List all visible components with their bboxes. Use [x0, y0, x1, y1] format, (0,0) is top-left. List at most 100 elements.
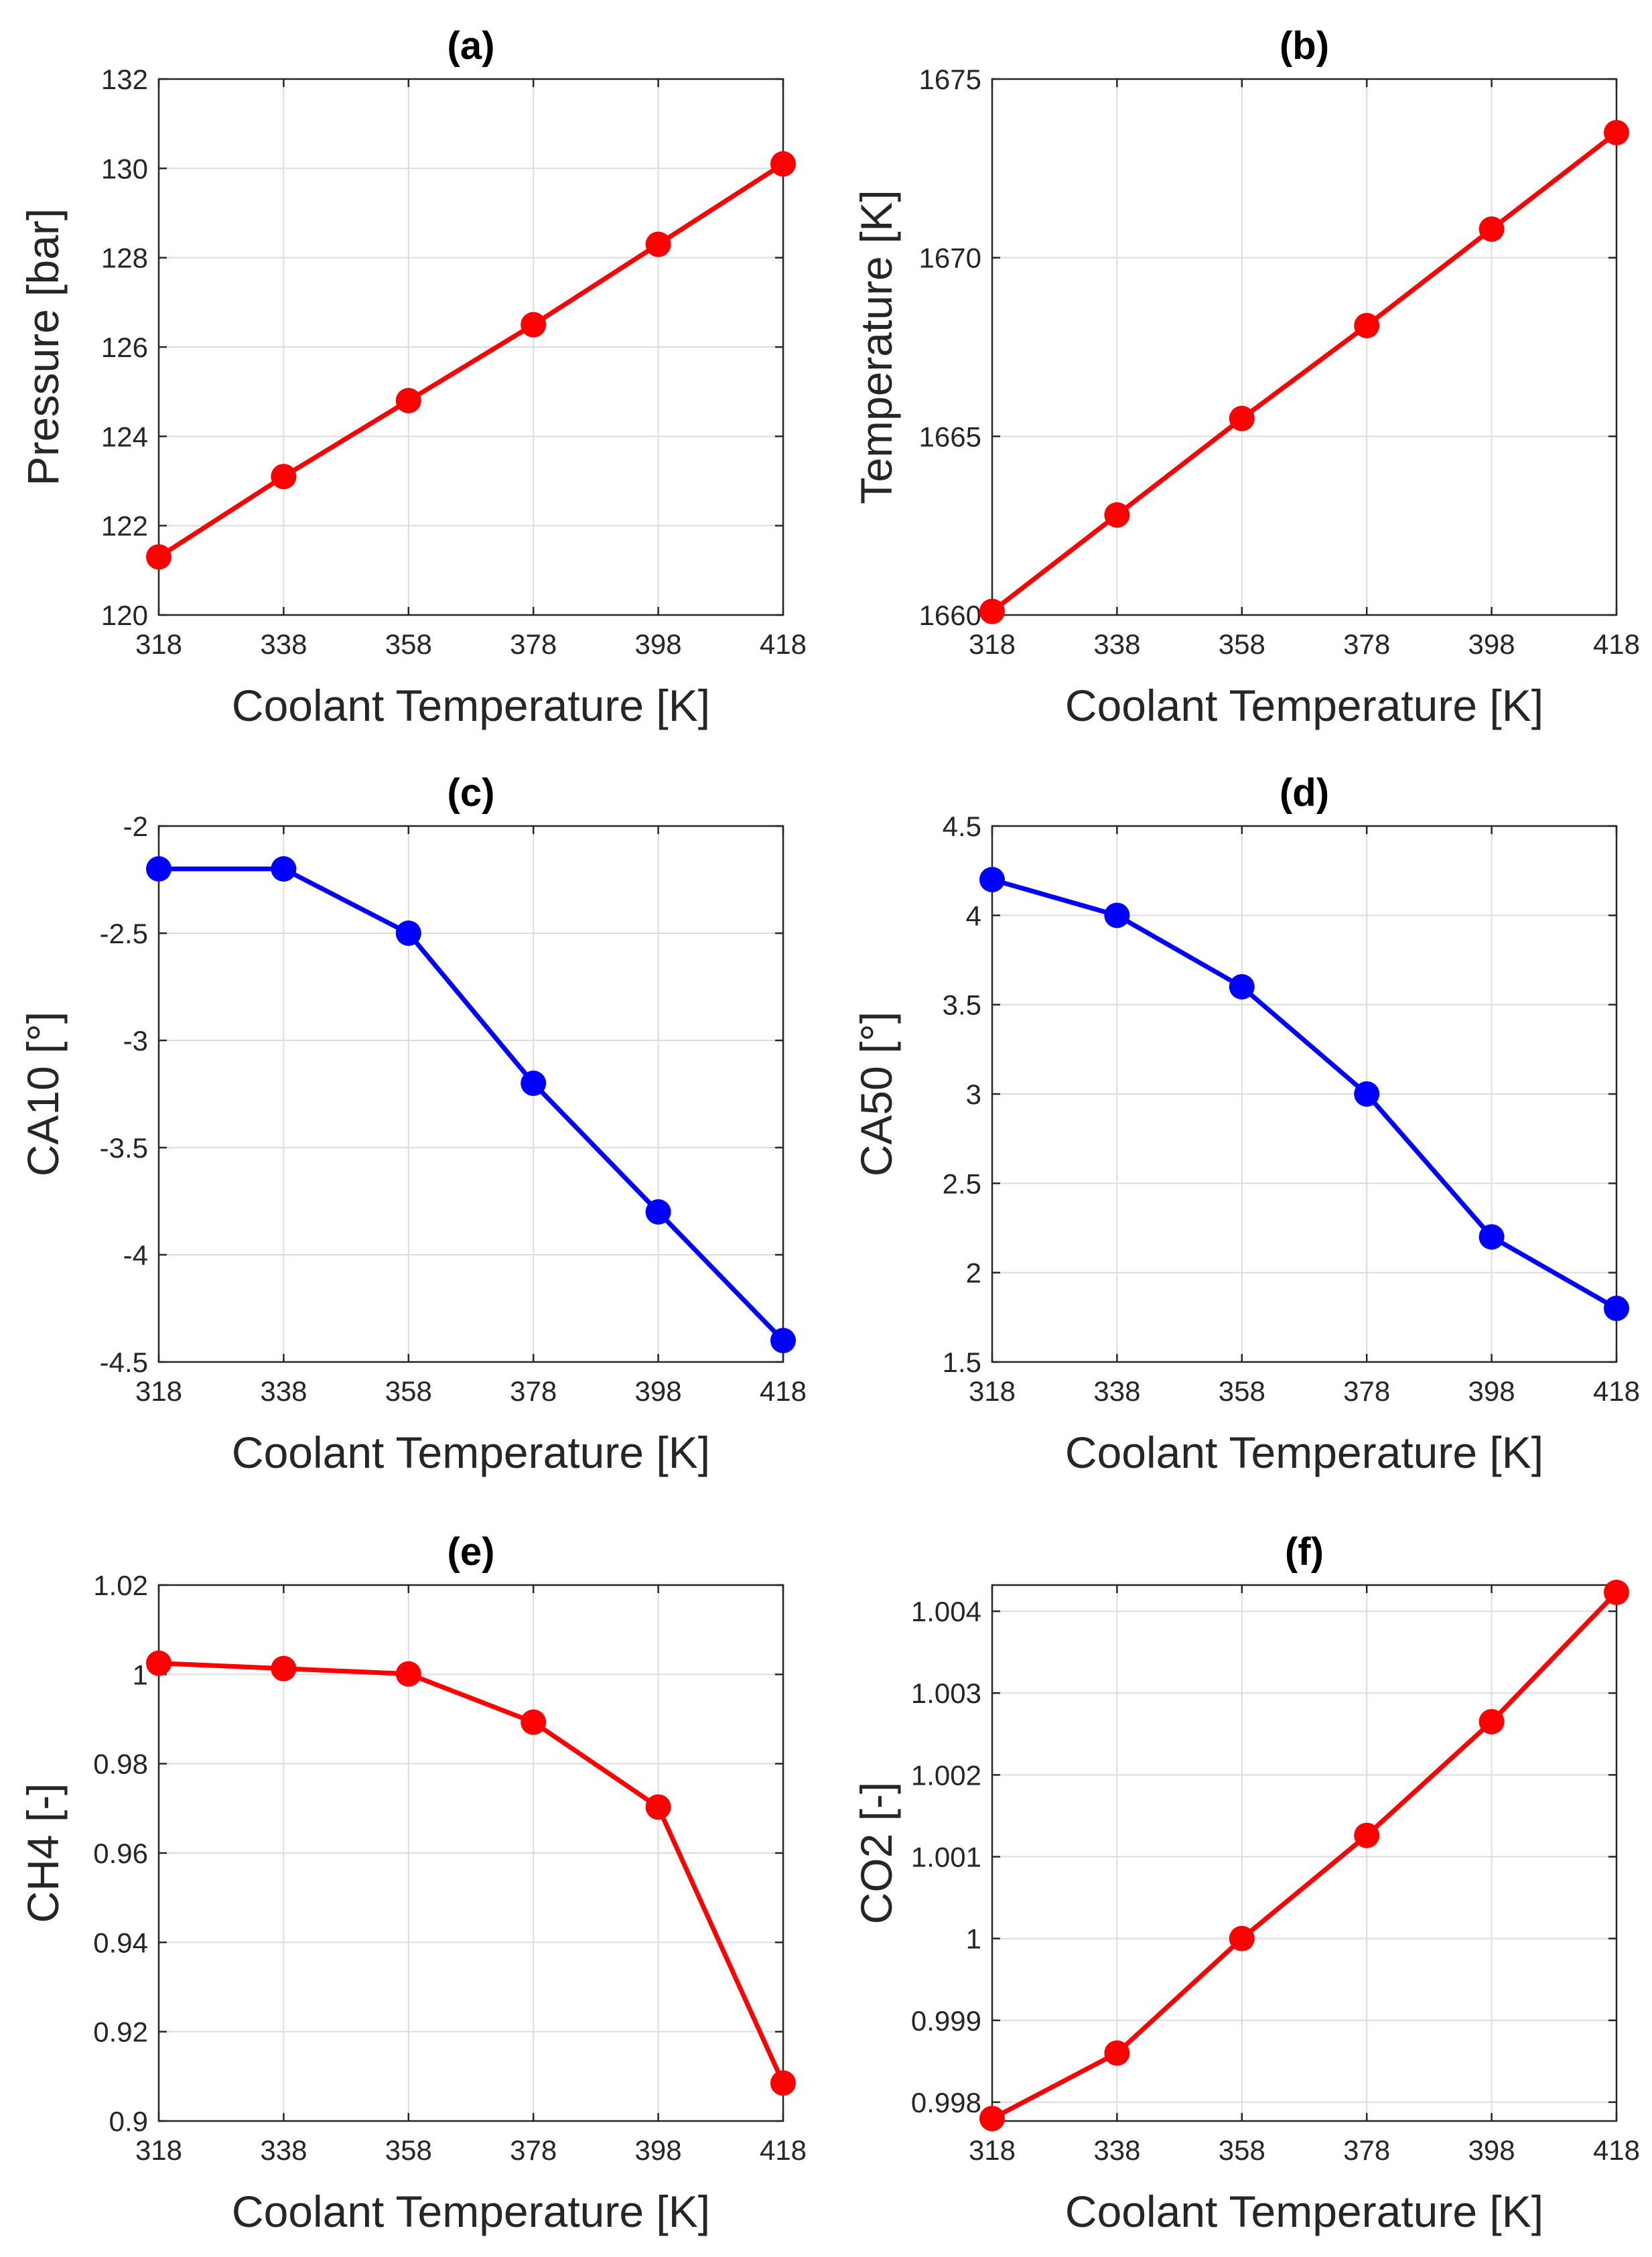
data-point	[395, 1661, 421, 1687]
y-tick-label: 126	[101, 332, 148, 363]
chart-title: (e)	[448, 1530, 495, 1574]
x-tick-label: 338	[1093, 628, 1140, 660]
y-tick-label: 0.999	[911, 2005, 981, 2037]
data-point	[146, 856, 171, 882]
x-axis-label: Coolant Temperature [K]	[1065, 2187, 1543, 2236]
x-tick-label: 378	[1343, 2134, 1390, 2166]
data-point	[1478, 1708, 1505, 1734]
x-tick-label: 378	[1343, 1375, 1390, 1407]
x-tick-label: 318	[969, 2134, 1016, 2166]
y-tick-label: 2	[966, 1257, 981, 1289]
y-tick-label: 124	[101, 421, 148, 452]
y-tick-label: 1.02	[93, 1570, 148, 1601]
y-tick-label: -3.5	[100, 1132, 148, 1164]
x-tick-label: 338	[260, 2134, 307, 2166]
y-axis-label: Temperature [K]	[851, 190, 901, 504]
x-tick-label: 338	[1093, 2134, 1140, 2166]
data-point	[1229, 974, 1255, 1000]
data-point	[1104, 502, 1130, 528]
x-tick-label: 358	[385, 628, 432, 660]
y-tick-label: 3.5	[943, 989, 981, 1021]
x-tick-label: 338	[260, 628, 307, 660]
data-point	[1478, 1224, 1505, 1250]
x-tick-label: 378	[1343, 628, 1390, 660]
chart-panel-e: 318 338 358 378 398 418 0.9 0.92 0.94 0.96 0.98 1 1.…	[18, 1530, 807, 2236]
x-tick-label: 318	[135, 1375, 182, 1407]
x-tick-label: 378	[510, 1375, 557, 1407]
chart-title: (a)	[448, 24, 495, 68]
chart-title: (f)	[1285, 1530, 1324, 1574]
x-axis-label: Coolant Temperature [K]	[232, 1428, 710, 1477]
y-tick-label: 0.92	[93, 2016, 148, 2048]
y-tick-label: 0.9	[109, 2106, 148, 2137]
chart-title: (b)	[1280, 24, 1329, 68]
y-tick-label: 3	[966, 1079, 981, 1110]
y-axis-label: CH4 [-]	[18, 1783, 68, 1923]
y-axis-label: CO2 [-]	[851, 1782, 901, 1925]
y-tick-label: 132	[101, 64, 148, 95]
x-tick-label: 358	[1219, 628, 1265, 660]
series-line	[159, 866, 785, 1343]
series-line	[158, 1661, 786, 2084]
plot-frame	[157, 825, 784, 1363]
y-tick-label: 1675	[919, 64, 981, 95]
data-point	[521, 1709, 547, 1735]
y-tick-label: 130	[101, 153, 148, 184]
y-tick-label: 4	[966, 900, 981, 931]
data-point	[645, 1199, 671, 1225]
y-tick-label: 1665	[919, 421, 981, 452]
y-axis-label: Pressure [bar]	[18, 208, 68, 486]
data-point	[770, 2070, 796, 2096]
chart-panel-b: 318 338 358 378 398 418 1660 1665 1670 1675 (b) Coo…	[851, 24, 1640, 730]
y-tick-label: -4	[123, 1239, 148, 1271]
data-point	[770, 151, 796, 177]
data-point	[271, 856, 297, 882]
x-tick-label: 418	[1593, 2134, 1640, 2166]
x-tick-label: 398	[635, 2134, 682, 2166]
x-tick-label: 398	[1468, 1375, 1515, 1407]
data-point	[979, 867, 1005, 892]
x-axis-label: Coolant Temperature [K]	[232, 2187, 710, 2236]
data-point	[1604, 120, 1629, 145]
data-point	[395, 920, 421, 946]
data-point	[1104, 902, 1130, 929]
chart-title: (c)	[448, 771, 495, 815]
data-point	[521, 312, 547, 338]
data-point	[979, 598, 1005, 624]
x-tick-label: 338	[1093, 1375, 1140, 1407]
data-point	[1478, 216, 1505, 242]
series-line	[991, 877, 1618, 1311]
x-tick-label: 418	[1593, 628, 1640, 660]
x-tick-label: 378	[510, 628, 557, 660]
y-tick-label: 1.001	[911, 1841, 981, 1872]
x-tick-label: 418	[760, 1375, 807, 1407]
chart-panel-c: 318 338 358 378 398 418 -4.5 -4 -3.5 -3 -2.5 -2 (c) C…	[18, 771, 807, 1477]
data-point	[645, 1794, 671, 1820]
y-tick-label: 1660	[919, 600, 981, 631]
series-line	[991, 1590, 1619, 2121]
x-tick-label: 318	[135, 628, 182, 660]
x-tick-label: 358	[385, 2134, 432, 2166]
y-tick-label: 1670	[919, 243, 981, 274]
y-tick-label: 1	[966, 1923, 981, 1955]
x-tick-label: 318	[969, 1375, 1016, 1407]
x-tick-label: 358	[385, 1375, 432, 1407]
x-tick-label: 418	[760, 2134, 807, 2166]
x-tick-label: 318	[135, 2134, 182, 2166]
y-tick-label: 4.5	[943, 811, 981, 842]
data-point	[521, 1071, 547, 1096]
x-tick-label: 418	[760, 628, 807, 660]
data-point	[395, 388, 421, 413]
y-tick-label: -4.5	[100, 1347, 148, 1378]
x-axis-label: Coolant Temperature [K]	[1065, 681, 1543, 730]
plot-frame	[991, 78, 1618, 616]
y-axis-label: CA10 [°]	[18, 1012, 68, 1177]
data-point	[1604, 1296, 1629, 1321]
x-tick-label: 398	[635, 628, 682, 660]
data-point	[146, 1650, 171, 1676]
x-tick-label: 418	[1593, 1375, 1640, 1407]
y-tick-label: 120	[101, 600, 148, 631]
data-point	[1229, 405, 1255, 431]
y-tick-label: 0.98	[93, 1749, 148, 1780]
